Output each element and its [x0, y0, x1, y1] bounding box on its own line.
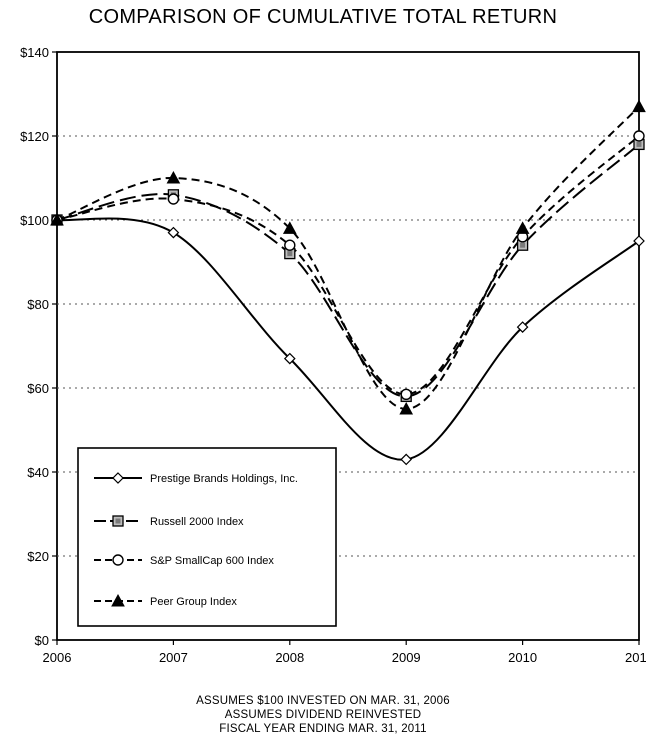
footnote-fiscal-year: FISCAL YEAR ENDING MAR. 31, 2011 [219, 723, 427, 735]
diamond-marker [633, 235, 645, 247]
series-line-3 [56, 135, 640, 396]
diamond-marker [283, 352, 296, 365]
x-tick-label: 2008 [275, 650, 304, 665]
triangle-marker [166, 170, 181, 184]
x-tick-label: 2007 [159, 650, 188, 665]
legend-label-1: Prestige Brands Holdings, Inc. [150, 473, 298, 485]
triangle-marker [282, 221, 297, 234]
square-marker-core [636, 141, 642, 147]
y-tick-label: $140 [20, 45, 49, 60]
y-tick-label: $20 [27, 549, 49, 564]
legend-label-3: S&P SmallCap 600 Index [150, 555, 274, 567]
x-tick-label: 2006 [43, 650, 72, 665]
axis-labels: $0 $20 $40 $60 $80 $100 $120 $140 2006 2007 2008 20… [20, 45, 646, 665]
y-tick-label: $0 [35, 633, 49, 648]
y-tick-label: $100 [20, 213, 49, 228]
circle-marker [112, 554, 124, 566]
footnote-dividend: ASSUMES DIVIDEND REINVESTED [224, 709, 422, 721]
diamond-marker [400, 453, 413, 466]
diamond-marker [112, 472, 124, 484]
square-marker-core [115, 518, 121, 524]
y-tick-label: $60 [27, 381, 49, 396]
circle-marker [284, 239, 296, 251]
triangle-marker [399, 401, 414, 415]
circle-marker [167, 193, 180, 205]
circle-marker [633, 130, 645, 142]
legend: Prestige Brands Holdings, Inc. Russell 20… [77, 447, 337, 627]
x-tick-label: 2009 [392, 650, 421, 665]
x-tick-label: 2011 [625, 650, 646, 665]
legend-label-4: Peer Group Index [150, 596, 237, 608]
x-tick-label: 2010 [508, 650, 537, 665]
square-marker [112, 515, 124, 527]
triangle-marker [632, 99, 646, 113]
series-line-4 [56, 105, 640, 411]
diamond-marker [516, 321, 529, 333]
square-marker-core [287, 251, 293, 257]
triangle-marker [111, 593, 125, 607]
y-tick-label: $120 [20, 129, 49, 144]
footnote-investment: ASSUMES $100 INVESTED ON MAR. 31, 2006 [196, 695, 450, 707]
square-marker-core [520, 242, 526, 248]
plot-frame [56, 51, 640, 641]
circle-marker [400, 388, 412, 400]
series-lines [50, 99, 646, 466]
chart-title: COMPARISON OF CUMULATIVE TOTAL RETURN [88, 6, 558, 28]
legend-label-2: Russell 2000 Index [150, 516, 244, 528]
triangle-marker [50, 212, 64, 226]
y-tick-label: $80 [27, 297, 49, 312]
y-tick-label: $40 [27, 465, 49, 480]
diamond-marker [167, 226, 180, 239]
triangle-marker [515, 221, 530, 234]
